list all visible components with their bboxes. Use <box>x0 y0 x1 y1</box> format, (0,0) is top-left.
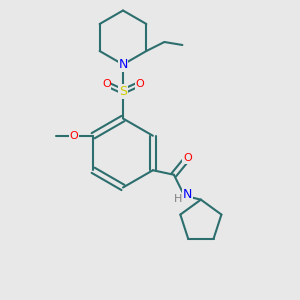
Text: O: O <box>135 79 144 89</box>
Text: N: N <box>183 188 192 201</box>
Text: N: N <box>118 58 128 71</box>
Text: O: O <box>69 131 78 141</box>
Text: N: N <box>118 58 128 71</box>
Text: H: H <box>174 194 183 204</box>
Text: O: O <box>102 79 111 89</box>
Text: S: S <box>119 85 127 98</box>
Text: O: O <box>183 153 192 163</box>
